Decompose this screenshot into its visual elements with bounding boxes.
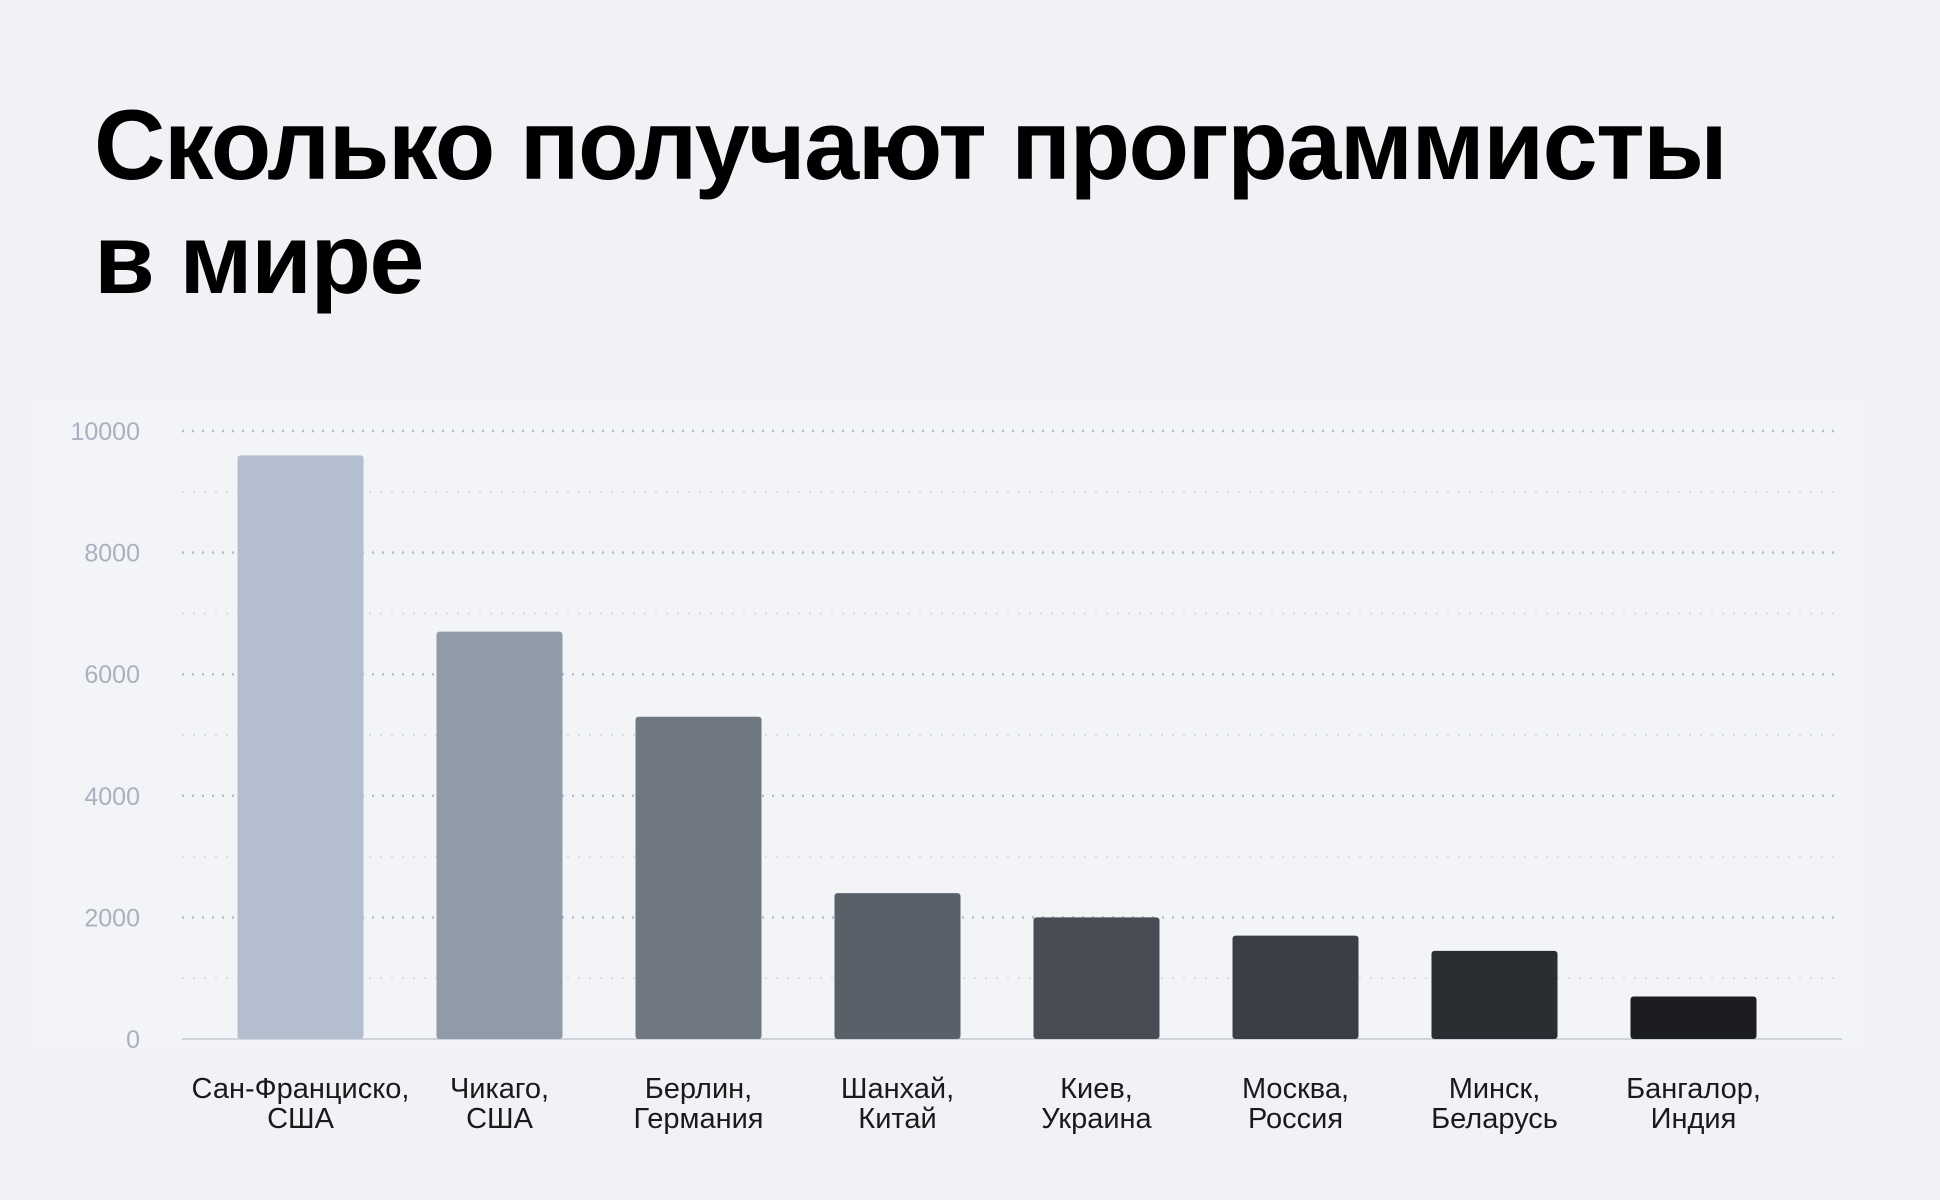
x-category-label: Минск, Беларусь — [1431, 1073, 1558, 1135]
y-tick-label: 2000 — [84, 904, 140, 932]
bar — [834, 893, 961, 1039]
bar — [1431, 950, 1558, 1039]
y-axis-ticks: 0 2000 4000 6000 8000 10000 — [70, 418, 140, 1054]
y-tick-label: 6000 — [84, 661, 140, 689]
y-tick-label: 0 — [126, 1026, 140, 1054]
x-category-label: Киев, Украина — [1041, 1073, 1152, 1135]
y-tick-label: 4000 — [84, 783, 140, 811]
x-category-label: Шанхай, Китай — [841, 1073, 954, 1135]
bar-chart: 0 2000 4000 6000 8000 10000 Сан-Франциско, США… — [30, 400, 1865, 1135]
bar — [237, 455, 364, 1039]
x-category-label: Москва, Россия — [1242, 1073, 1349, 1135]
bar — [1630, 996, 1757, 1039]
x-category-label: Берлин, Германия — [633, 1073, 763, 1135]
x-category-label: Бангалор, Индия — [1626, 1073, 1761, 1135]
chart-title-line-1: Сколько получают программисты — [94, 89, 1728, 200]
bars-layer — [237, 455, 1757, 1039]
y-tick-label: 10000 — [70, 418, 140, 446]
bar — [635, 716, 762, 1039]
bar — [1232, 935, 1359, 1039]
chart-title-line-2: в мире — [94, 203, 425, 314]
x-category-label: Сан-Франциско, США — [192, 1073, 410, 1135]
bar — [436, 631, 563, 1039]
x-category-label: Чикаго, США — [450, 1073, 549, 1135]
x-axis-categories: Сан-Франциско, США Чикаго, США Берлин, Герман… — [192, 1073, 1761, 1135]
y-tick-label: 8000 — [84, 540, 140, 568]
chart-title: Сколько получают программисты в мире — [94, 88, 1854, 316]
bar — [1033, 917, 1160, 1039]
